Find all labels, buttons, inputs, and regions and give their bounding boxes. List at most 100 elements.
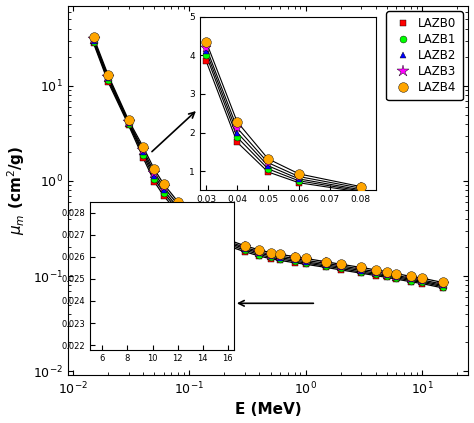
LAZB2 <box>126 120 131 125</box>
LAZB3 <box>105 74 111 79</box>
LAZB2 <box>440 283 446 288</box>
LAZB1 <box>105 77 111 82</box>
Line: LAZB0: LAZB0 <box>90 40 446 291</box>
LAZB0 <box>384 275 390 280</box>
LAZB3 <box>393 273 399 278</box>
LAZB1 <box>91 39 96 44</box>
LAZB4 <box>152 167 157 172</box>
LAZB2 <box>105 76 111 81</box>
LAZB4 <box>242 243 248 248</box>
LAZB3 <box>140 147 146 152</box>
LAZB1 <box>175 208 181 213</box>
LAZB2 <box>242 246 248 251</box>
LAZB2 <box>277 255 283 260</box>
LAZB2 <box>408 277 414 282</box>
LAZB3 <box>440 282 446 287</box>
LAZB0 <box>256 253 262 258</box>
LAZB0 <box>292 260 297 265</box>
LAZB0 <box>175 211 181 216</box>
LAZB4 <box>440 280 446 285</box>
LAZB2 <box>256 250 262 255</box>
LAZB0 <box>419 281 425 286</box>
LAZB2 <box>175 206 181 211</box>
LAZB4 <box>161 181 166 187</box>
LAZB2 <box>161 188 166 193</box>
LAZB4 <box>323 259 329 264</box>
Line: LAZB4: LAZB4 <box>89 33 447 287</box>
LAZB0 <box>152 179 157 184</box>
LAZB4 <box>126 118 131 123</box>
LAZB2 <box>393 274 399 279</box>
LAZB1 <box>419 280 425 285</box>
LAZB0 <box>242 249 248 254</box>
LAZB2 <box>140 150 146 155</box>
LAZB0 <box>105 80 111 85</box>
LAZB3 <box>323 261 329 266</box>
LAZB0 <box>126 123 131 128</box>
LAZB4 <box>268 250 273 255</box>
LAZB0 <box>222 242 228 247</box>
LAZB1 <box>323 264 329 269</box>
LAZB4 <box>408 274 414 279</box>
LAZB3 <box>408 276 414 281</box>
LAZB2 <box>358 268 364 273</box>
LAZB4 <box>222 236 228 241</box>
LAZB1 <box>126 121 131 126</box>
LAZB3 <box>277 253 283 258</box>
LAZB3 <box>384 271 390 276</box>
LAZB1 <box>408 278 414 283</box>
LAZB2 <box>303 259 309 264</box>
LAZB3 <box>292 256 297 261</box>
LAZB2 <box>207 231 213 236</box>
LAZB4 <box>207 228 213 233</box>
LAZB1 <box>268 255 273 260</box>
LAZB1 <box>187 219 192 224</box>
LAZB2 <box>323 262 329 267</box>
LAZB0 <box>358 271 364 276</box>
LAZB4 <box>91 35 96 40</box>
LAZB1 <box>161 190 166 195</box>
LAZB3 <box>303 258 309 263</box>
LAZB0 <box>303 262 309 267</box>
LAZB3 <box>126 119 131 124</box>
LAZB2 <box>152 173 157 178</box>
LAZB2 <box>268 253 273 258</box>
LAZB3 <box>419 277 425 283</box>
LAZB2 <box>373 271 379 276</box>
LAZB1 <box>256 252 262 257</box>
LAZB2 <box>187 217 192 222</box>
LAZB1 <box>152 176 157 181</box>
LAZB1 <box>207 233 213 238</box>
LAZB2 <box>91 38 96 43</box>
LAZB1 <box>140 152 146 157</box>
LAZB2 <box>292 257 297 262</box>
LAZB3 <box>268 252 273 257</box>
LAZB4 <box>373 267 379 272</box>
LAZB0 <box>338 267 344 272</box>
LAZB4 <box>256 247 262 253</box>
LAZB1 <box>373 272 379 277</box>
LAZB3 <box>373 269 379 274</box>
LAZB4 <box>358 265 364 270</box>
LAZB1 <box>277 256 283 261</box>
LAZB4 <box>187 211 192 216</box>
LAZB4 <box>140 144 146 149</box>
LAZB4 <box>303 256 309 261</box>
LAZB1 <box>292 259 297 264</box>
LAZB3 <box>207 230 213 235</box>
LAZB0 <box>161 193 166 198</box>
LAZB2 <box>338 265 344 270</box>
LAZB3 <box>152 170 157 175</box>
LAZB0 <box>268 256 273 261</box>
LAZB1 <box>338 266 344 271</box>
LAZB2 <box>222 239 228 244</box>
LAZB1 <box>242 247 248 253</box>
LAZB0 <box>91 41 96 46</box>
LAZB2 <box>384 272 390 277</box>
LAZB4 <box>175 200 181 205</box>
LAZB4 <box>105 72 111 77</box>
LAZB3 <box>187 214 192 219</box>
Legend: LAZB0, LAZB1, LAZB2, LAZB3, LAZB4: LAZB0, LAZB1, LAZB2, LAZB3, LAZB4 <box>386 11 463 100</box>
LAZB4 <box>277 252 283 257</box>
Line: LAZB2: LAZB2 <box>90 37 446 289</box>
